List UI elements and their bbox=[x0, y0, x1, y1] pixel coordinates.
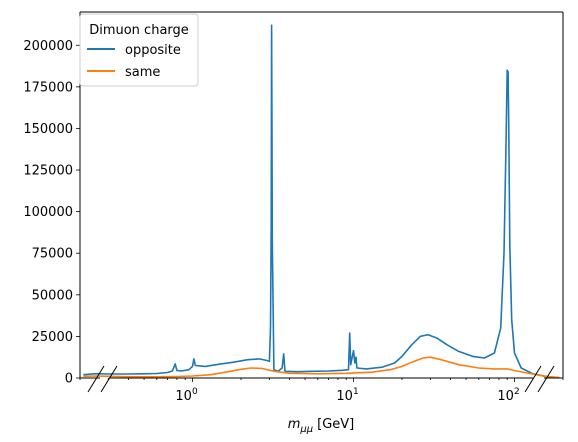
legend-label-same: same bbox=[125, 65, 160, 80]
axis-break-mark bbox=[87, 365, 105, 393]
y-tick-label: 175000 bbox=[23, 80, 73, 95]
plot-area bbox=[83, 24, 560, 379]
x-ticks: 100 101 102 bbox=[79, 378, 564, 404]
y-tick-label: 150000 bbox=[23, 122, 73, 137]
legend: Dimuon charge opposite same bbox=[79, 13, 199, 87]
x-axis-label-unit: [GeV] bbox=[317, 417, 354, 432]
y-tick-label: 125000 bbox=[23, 164, 73, 179]
x-tick-label: 101 bbox=[336, 387, 358, 404]
legend-label-opposite: opposite bbox=[125, 43, 181, 58]
axis-break-mark bbox=[100, 365, 118, 393]
axis-breaks bbox=[80, 365, 563, 393]
series-line-opposite bbox=[83, 24, 560, 379]
x-tick-label: 102 bbox=[497, 387, 519, 404]
x-axis-label-sub: μμ bbox=[299, 424, 313, 435]
x-tick-label: 100 bbox=[175, 387, 198, 404]
y-tick-label: 200000 bbox=[23, 39, 73, 54]
y-tick-label: 50000 bbox=[32, 288, 73, 303]
legend-frame bbox=[79, 13, 199, 87]
y-ticks: 0 25000 50000 75000 100000 125000 150000 175000… bbox=[23, 39, 80, 387]
y-tick-label: 75000 bbox=[32, 247, 73, 262]
y-tick-label: 0 bbox=[65, 372, 73, 387]
series-line-same bbox=[83, 356, 560, 379]
axis-break-mark bbox=[524, 365, 542, 393]
x-axis-label-main: m bbox=[288, 417, 301, 432]
y-tick-label: 25000 bbox=[32, 330, 73, 345]
legend-title: Dimuon charge bbox=[89, 23, 189, 38]
y-tick-label: 100000 bbox=[23, 205, 73, 220]
x-axis-label: mμμ [GeV] bbox=[288, 417, 355, 435]
axis-break-mark bbox=[537, 365, 555, 393]
